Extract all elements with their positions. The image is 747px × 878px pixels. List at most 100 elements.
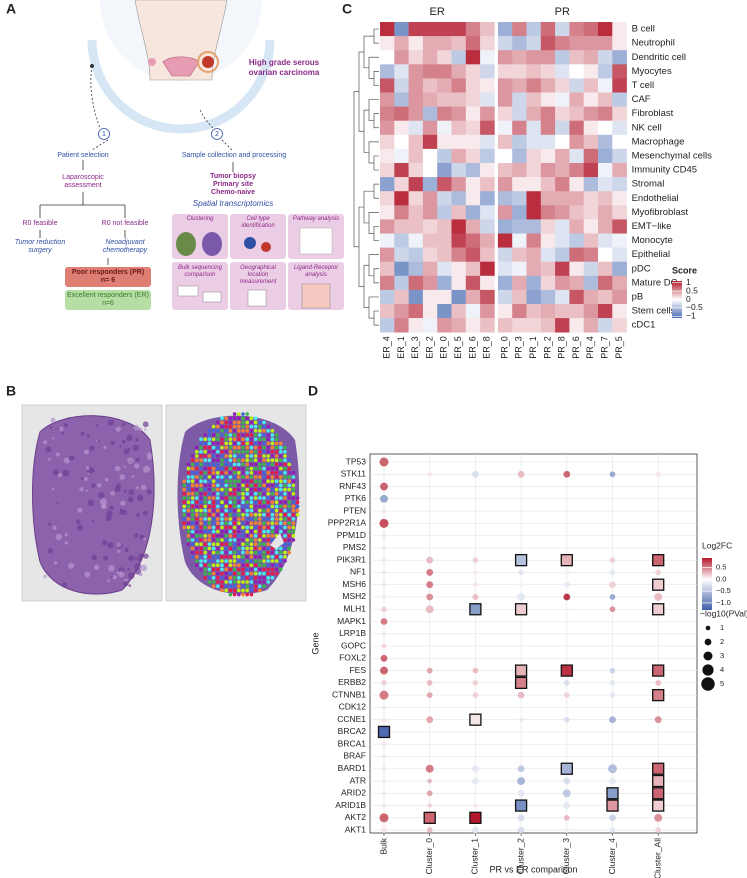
gene-label: TP53 <box>346 456 367 466</box>
spot <box>270 471 275 475</box>
spot <box>199 559 203 563</box>
colorbar-label: 1 <box>686 277 691 287</box>
heatmap-cell <box>380 247 395 262</box>
spot <box>195 479 199 484</box>
analysis-label: Geographical location measurement <box>239 265 277 285</box>
spot <box>249 475 254 479</box>
spot <box>195 492 199 496</box>
spot <box>253 496 258 500</box>
spot <box>186 496 191 500</box>
spot <box>270 458 275 463</box>
row-label: Fibroblast <box>632 108 674 119</box>
heatmap-cell <box>598 318 613 333</box>
spot <box>203 550 207 555</box>
spot <box>182 513 186 517</box>
spot <box>224 525 228 530</box>
tissue-texture <box>127 567 130 571</box>
spot <box>279 567 283 572</box>
spot <box>190 508 195 513</box>
gene-label: PIK3R1 <box>337 554 367 564</box>
heatmap-cell <box>465 219 481 234</box>
heatmap-cell <box>569 289 584 305</box>
step-label: Sample collection and processing <box>181 152 287 159</box>
spot <box>274 529 279 534</box>
step-number: 1 <box>102 131 106 138</box>
gene-label: PMS2 <box>343 542 366 552</box>
spot <box>283 458 287 463</box>
spot <box>216 437 220 442</box>
spot <box>190 454 195 458</box>
heatmap-cell <box>612 261 627 277</box>
row-label: Immunity CD45 <box>632 165 697 176</box>
spot <box>274 458 279 463</box>
dot <box>654 789 663 798</box>
heatmap-cell <box>598 148 613 164</box>
spot <box>211 525 216 530</box>
heatmap-cell <box>465 261 481 277</box>
heatmap-cell <box>451 78 467 93</box>
spot <box>237 555 241 559</box>
heatmap-cell <box>598 120 613 136</box>
spot <box>224 538 228 542</box>
spot <box>279 483 283 488</box>
spot <box>249 542 254 546</box>
heatmap-cell <box>526 191 542 206</box>
spot <box>295 513 300 517</box>
column-label: ER_5 <box>453 336 463 359</box>
dot <box>563 827 570 833</box>
heatmap-cell <box>480 120 495 136</box>
spot <box>249 508 254 513</box>
spot <box>203 471 207 475</box>
spot <box>241 580 245 584</box>
panel-label: B <box>6 383 16 399</box>
spot <box>220 496 224 500</box>
spot <box>199 538 203 542</box>
spot <box>224 424 228 429</box>
heatmap-cell <box>422 191 438 206</box>
spot <box>253 525 258 530</box>
dot <box>426 581 434 589</box>
spot <box>228 550 233 555</box>
heatmap-cell <box>465 318 481 333</box>
tissue-texture <box>53 561 58 565</box>
heatmap-cell <box>569 163 584 178</box>
spot <box>241 445 245 450</box>
spot <box>216 580 220 584</box>
spot <box>220 521 224 525</box>
spot <box>262 500 266 505</box>
spot <box>203 567 207 572</box>
spot <box>228 424 233 429</box>
flow-lines <box>39 160 126 265</box>
dot <box>609 716 616 724</box>
spot <box>253 550 258 555</box>
dot <box>381 766 387 772</box>
heatmap-cell <box>380 304 395 319</box>
spot <box>253 441 258 446</box>
spot <box>270 504 275 509</box>
sample-item: Chemo-naive <box>211 189 255 196</box>
spot <box>186 504 191 509</box>
spot <box>249 513 254 517</box>
dot <box>379 457 389 467</box>
spot <box>262 521 266 525</box>
heatmap-cell <box>422 304 438 319</box>
spot <box>253 521 258 525</box>
spot <box>228 441 233 446</box>
heatmap-cell <box>612 120 627 136</box>
heatmap-cell <box>394 304 409 319</box>
heatmap-cell <box>465 92 481 107</box>
heatmap-cell <box>408 64 424 79</box>
spot <box>274 487 279 492</box>
legend-title: Score <box>672 265 697 275</box>
tissue-texture <box>99 498 107 506</box>
y-axis-title: Gene <box>310 632 320 654</box>
tissue-texture <box>89 445 95 451</box>
spot <box>245 521 249 525</box>
heatmap-cell <box>598 78 613 93</box>
heatmap-cell <box>394 163 409 178</box>
spot <box>186 538 191 542</box>
heatmap-cell <box>422 64 438 79</box>
tissue-texture <box>103 445 107 449</box>
tissue-texture <box>105 515 112 522</box>
gene-label: PPP2R1A <box>328 518 367 528</box>
